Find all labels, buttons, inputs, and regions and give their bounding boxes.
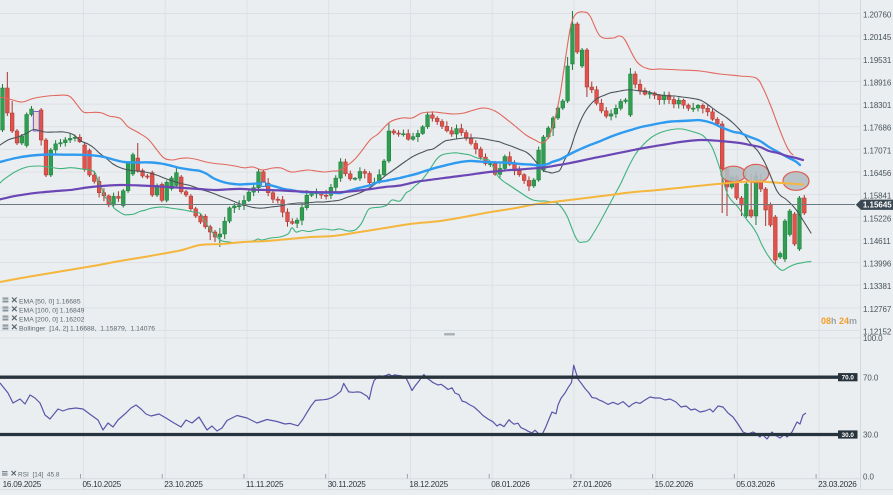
svg-text:1.20760: 1.20760 <box>863 11 892 20</box>
svg-text:1.18916: 1.18916 <box>863 78 892 87</box>
svg-text:EMA [100, 0] 1.16849: EMA [100, 0] 1.16849 <box>19 308 85 315</box>
svg-text:05.03.2026: 05.03.2026 <box>736 480 775 489</box>
svg-text:1.14611: 1.14611 <box>863 237 891 246</box>
svg-text:EMA [200, 0] 1.16202: EMA [200, 0] 1.16202 <box>19 317 85 324</box>
svg-text:16.09.2025: 16.09.2025 <box>3 480 42 489</box>
svg-text:1.12152: 1.12152 <box>863 328 892 337</box>
svg-text:27.01.2026: 27.01.2026 <box>573 480 612 489</box>
svg-text:08h 24m: 08h 24m <box>821 316 857 326</box>
svg-text:18.12.2025: 18.12.2025 <box>409 480 448 489</box>
svg-text:1.16456: 1.16456 <box>863 169 892 178</box>
svg-text:70.0: 70.0 <box>842 375 855 382</box>
svg-text:0.0: 0.0 <box>863 472 874 481</box>
svg-text:23.10.2025: 23.10.2025 <box>164 480 203 489</box>
svg-text:15.02.2026: 15.02.2026 <box>655 480 694 489</box>
svg-text:100.0: 100.0 <box>863 334 883 343</box>
svg-text:1.18301: 1.18301 <box>863 101 892 110</box>
svg-text:1.13996: 1.13996 <box>863 260 892 269</box>
svg-text:1.15645: 1.15645 <box>863 201 892 210</box>
svg-text:RSI [14] 45.8: RSI [14] 45.8 <box>18 471 60 478</box>
svg-text:05.10.2025: 05.10.2025 <box>83 480 122 489</box>
svg-text:1.19531: 1.19531 <box>863 56 892 65</box>
svg-text:23.03.2026: 23.03.2026 <box>818 480 857 489</box>
svg-text:30.11.2025: 30.11.2025 <box>328 480 367 489</box>
svg-text:1.17071: 1.17071 <box>863 146 892 155</box>
svg-text:11.11.2025: 11.11.2025 <box>246 480 284 489</box>
svg-text:1.17686: 1.17686 <box>863 124 892 133</box>
svg-text:1.15841: 1.15841 <box>863 192 892 201</box>
svg-text:Bollinger [14, 2] 1.16688, 1: Bollinger [14, 2] 1.16688, 1.15879, 1.14… <box>19 326 155 333</box>
svg-text:1.20145: 1.20145 <box>863 33 892 42</box>
svg-text:1.15226: 1.15226 <box>863 214 892 223</box>
svg-text:1.13381: 1.13381 <box>863 282 892 291</box>
svg-text:30.0: 30.0 <box>842 432 855 439</box>
svg-text:EMA [50, 0] 1.16685: EMA [50, 0] 1.16685 <box>19 299 81 306</box>
svg-text:70.0: 70.0 <box>863 373 879 382</box>
svg-text:1.12767: 1.12767 <box>863 305 892 314</box>
svg-text:08.01.2026: 08.01.2026 <box>491 480 530 489</box>
svg-text:30.0: 30.0 <box>863 431 879 440</box>
